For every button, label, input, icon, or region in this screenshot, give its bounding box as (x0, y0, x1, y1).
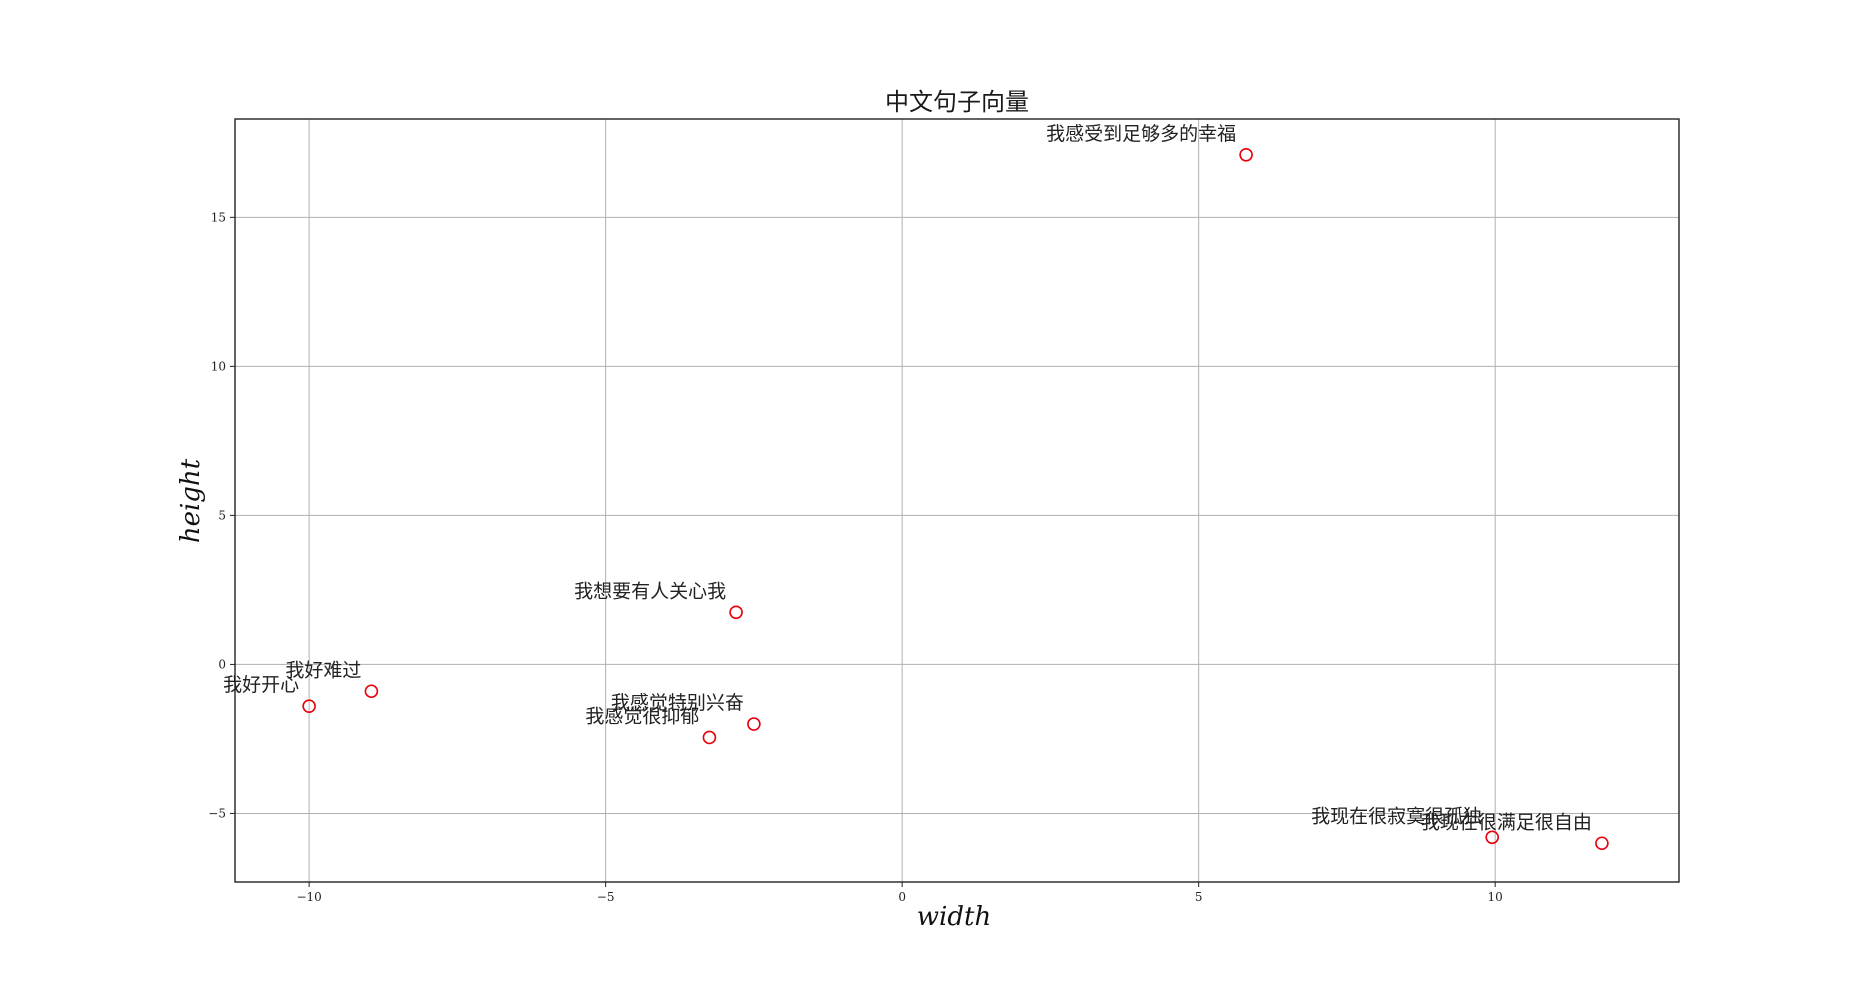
x-tick-label: 10 (1488, 890, 1503, 904)
data-point-marker (1239, 147, 1253, 162)
data-point-marker (747, 717, 761, 731)
data-point-marker (364, 684, 379, 699)
data-point-marker (1485, 830, 1499, 845)
x-axis-label: width (917, 902, 991, 932)
plot-frame (234, 118, 1680, 883)
data-point-marker (729, 605, 743, 620)
x-tick-label: 5 (1195, 890, 1203, 904)
data-point-marker (1595, 836, 1609, 851)
y-tick-label: −5 (208, 806, 226, 820)
y-tick-label: 15 (211, 210, 226, 224)
y-axis-label: height (176, 458, 206, 543)
data-point-label: 我感受到足够多的幸福 (1046, 123, 1236, 145)
y-tick-label: 5 (218, 508, 226, 522)
chart-title: 中文句子向量 (885, 88, 1029, 116)
y-tick-label: 0 (218, 657, 226, 671)
axis-ticks: −10 −5 0 5 10 −5 0 5 10 15 (208, 210, 1503, 904)
data-points: 我感受到足够多的幸福我想要有人关心我我好难过我好开心我感觉特别兴奋我感觉很抑郁我… (223, 123, 1609, 851)
data-point-label: 我现在很满足很自由 (1421, 811, 1592, 833)
grid (235, 119, 1679, 882)
data-point-label: 我好难过 (285, 659, 361, 681)
data-point-label: 我感觉很抑郁 (585, 705, 699, 727)
x-tick-label: −5 (597, 890, 615, 904)
data-point-marker (302, 699, 316, 713)
data-point-label: 我现在很寂寞很孤独 (1311, 805, 1482, 827)
y-tick-label: 10 (211, 359, 226, 373)
x-tick-label: 0 (898, 890, 906, 904)
data-point-label: 我想要有人关心我 (574, 580, 726, 602)
data-point-label: 我感觉特别兴奋 (611, 692, 744, 714)
x-tick-label: −10 (296, 890, 321, 904)
data-point-label: 我好开心 (223, 674, 299, 696)
data-point-marker (702, 730, 717, 745)
